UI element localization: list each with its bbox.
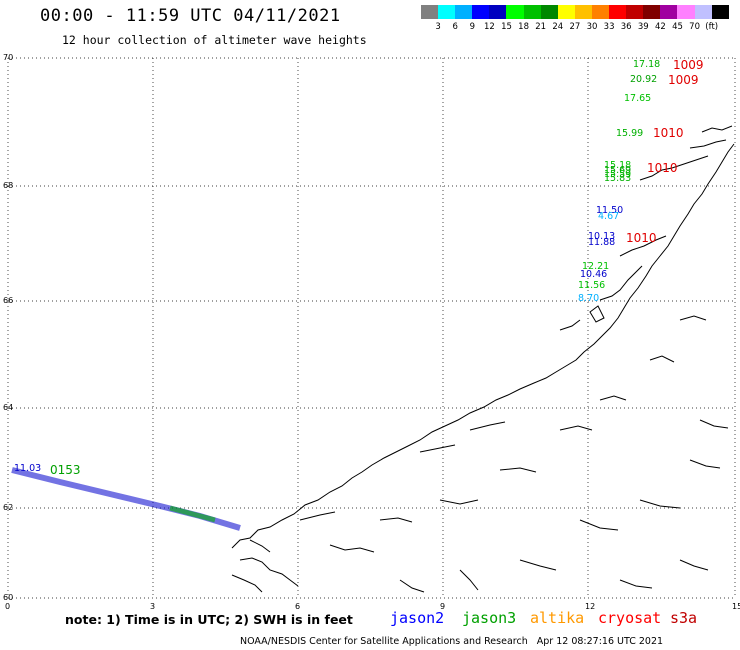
wave-height-label: 15.69 [604,165,632,176]
color-swatch [540,5,558,19]
color-swatch [506,5,524,19]
color-scale-label: 27 [569,22,581,32]
color-swatch [489,5,507,19]
wave-height-label: 10.46 [580,269,608,280]
x-tick-label: 0 [5,602,11,611]
color-scale-label: (ft) [705,22,719,32]
color-swatch [609,5,627,19]
color-scale-label: 24 [552,22,564,32]
color-scale-label: 30 [586,22,598,32]
color-swatch [711,5,729,19]
wave-height-label: 10.13 [588,231,616,242]
color-scale-label: 39 [637,22,649,32]
chart-subtitle: 12 hour collection of altimeter wave hei… [62,33,367,47]
x-tick-label: 15 [732,602,740,611]
legend-s3a: s3a [670,609,698,627]
coastline [231,125,735,593]
chart-title: 00:00 - 11:59 UTC 04/11/2021 [40,6,341,26]
color-swatch [574,5,592,19]
color-swatch [677,5,695,19]
color-swatch [643,5,661,19]
color-scale-label: 21 [535,22,547,32]
pressure-label: 1009 [673,58,704,72]
y-tick-label: 62 [3,503,14,512]
legend-note: note: 1) Time is in UTC; 2) SWH is in fe… [65,612,353,627]
wave-height-label: 11.88 [588,237,616,248]
wave-height-label: 15.59 [604,169,632,180]
y-tick-label: 68 [3,181,14,190]
pressure-label: 1010 [647,161,678,175]
wave-height-label: 0153 [50,463,81,477]
wave-height-label: 15.99 [616,128,644,139]
color-swatch [438,5,456,19]
x-tick-label: 12 [585,602,596,611]
wave-height-label: 8.70 [578,293,600,304]
pressure-label: 1010 [653,126,684,140]
wave-height-label: 11.03 [14,463,42,474]
pressure-label: 1009 [668,73,699,87]
wave-height-label: 12.21 [582,261,610,272]
color-scale-label: 33 [603,22,615,32]
wave-height-label: 15.18 [604,160,632,171]
wave-height-label: 11.50 [596,205,624,216]
legend-altika: altika [530,609,585,627]
x-tick-label: 6 [295,602,301,611]
color-scale-label: 36 [620,22,632,32]
x-tick-label: 3 [150,602,156,611]
color-swatch [660,5,678,19]
color-swatch [472,5,490,19]
color-scale-bar [421,5,729,19]
color-swatch [591,5,610,19]
y-tick-label: 64 [3,403,14,412]
legend-jason3: jason3 [462,609,517,627]
color-scale-label: 45 [672,22,683,32]
color-swatch [421,5,439,19]
color-scale-label: 3 [435,22,441,32]
color-swatch [626,5,644,19]
x-tick-label: 9 [440,602,446,611]
y-tick-label: 60 [3,593,14,602]
wave-height-label: 17.65 [624,93,652,104]
wave-height-label: 20.92 [630,74,658,85]
satellite-track [11,467,241,531]
legend-jason2: jason2 [390,609,445,627]
color-scale-label: 15 [501,22,512,32]
wave-height-label: 15.83 [604,173,632,184]
footer-credit: NOAA/NESDIS Center for Satellite Applica… [240,636,664,647]
color-swatch [557,5,575,19]
color-scale-label: 9 [469,22,475,32]
color-scale-label: 70 [689,22,700,32]
pressure-label: 1010 [626,231,657,245]
y-tick-label: 70 [3,53,14,62]
color-scale-label: 6 [452,22,458,32]
color-swatch [694,5,712,19]
wave-height-label: 17.18 [633,59,661,70]
color-scale-label: 18 [518,22,529,32]
map-grid [7,57,736,599]
color-swatch [455,5,473,19]
y-tick-label: 66 [3,296,14,305]
color-swatch [523,5,541,19]
color-scale-label: 12 [483,22,495,32]
wave-height-label: 11.56 [578,280,606,291]
wave-height-label: 4.67 [598,211,620,222]
color-scale-label: 42 [654,22,666,32]
legend-cryosat: cryosat [598,609,662,627]
